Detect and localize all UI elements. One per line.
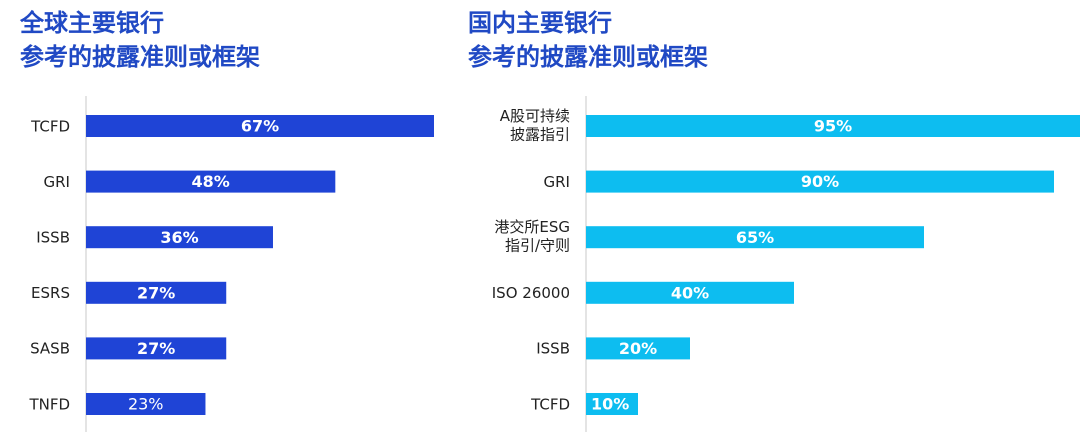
bar [86, 281, 227, 304]
category-label: ISSB [536, 340, 570, 358]
category-label: TNFD [28, 395, 70, 413]
chart-domestic-banks: 国内主要银行 参考的披露准则或框架 A股可持续披露指引 95% GRI 90% 港交所E… [468, 0, 1080, 445]
value-label: 10% [591, 395, 629, 414]
value-label: 36% [160, 228, 198, 247]
bar [586, 337, 690, 360]
category-label: GRI [44, 173, 70, 191]
chart-global-banks: 全球主要银行 参考的披露准则或框架 TCFD 67% GRI 48% ISSB 36% ES… [20, 6, 434, 432]
bar [586, 393, 638, 415]
category-label: TCFD [530, 395, 570, 413]
chart-title: 国内主要银行 参考的披露准则或框架 [468, 6, 708, 74]
chart-title-line-2: 参考的披露准则或框架 [468, 43, 708, 71]
chart-title-line-2: 参考的披露准则或框架 [20, 43, 260, 71]
bar [586, 170, 1054, 193]
bar [86, 115, 434, 137]
value-label: 23% [128, 395, 164, 414]
chart-title: 全球主要银行 参考的披露准则或框架 [20, 6, 260, 74]
category-label: ISO 26000 [492, 284, 570, 302]
category-label: SASB [30, 340, 70, 358]
bar [86, 337, 227, 360]
bar [86, 393, 206, 415]
value-label: 90% [801, 172, 839, 191]
value-label: 27% [137, 283, 175, 302]
category-label: GRI [544, 173, 570, 191]
value-label: 20% [619, 339, 657, 358]
bar [86, 170, 336, 193]
value-label: 48% [192, 172, 230, 191]
category-label: TCFD [30, 117, 70, 135]
value-label: 95% [814, 117, 852, 136]
bar-chart-domestic: A股可持续披露指引 95% GRI 90% 港交所ESG 指引/守则 65% ISO 2600… [492, 96, 1080, 432]
value-label: 40% [671, 283, 709, 302]
value-label: 65% [736, 228, 774, 247]
category-label: 港交所ESG 指引/守则 [494, 218, 570, 255]
bar [586, 281, 794, 304]
bar [586, 115, 1080, 137]
category-label: ESRS [31, 284, 70, 302]
chart-title-line-1: 国内主要银行 [468, 9, 612, 37]
bar [586, 226, 924, 249]
value-label: 67% [241, 117, 279, 136]
chart-title-line-1: 全球主要银行 [20, 9, 164, 37]
category-label: A股可持续披露指引 [500, 107, 570, 144]
category-label: ISSB [36, 228, 70, 246]
value-label: 27% [137, 339, 175, 358]
bar [86, 226, 273, 249]
bar-chart-global: TCFD 67% GRI 48% ISSB 36% ESRS 27% SASB 27% TNFD 23… [28, 96, 434, 432]
